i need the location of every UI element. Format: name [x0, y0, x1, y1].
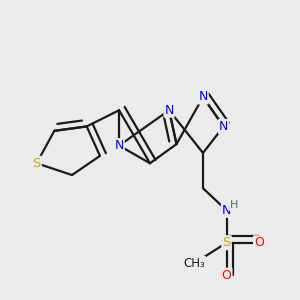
Text: CH₃: CH₃: [183, 257, 205, 270]
Text: N: N: [164, 104, 174, 117]
Text: N: N: [222, 204, 231, 217]
Text: S: S: [222, 236, 231, 249]
Text: H: H: [230, 200, 238, 210]
Text: N: N: [219, 120, 228, 133]
Text: S: S: [32, 157, 41, 170]
Text: N: N: [198, 91, 208, 103]
Text: N: N: [114, 139, 124, 152]
Text: O: O: [254, 236, 264, 249]
Text: O: O: [222, 268, 232, 282]
